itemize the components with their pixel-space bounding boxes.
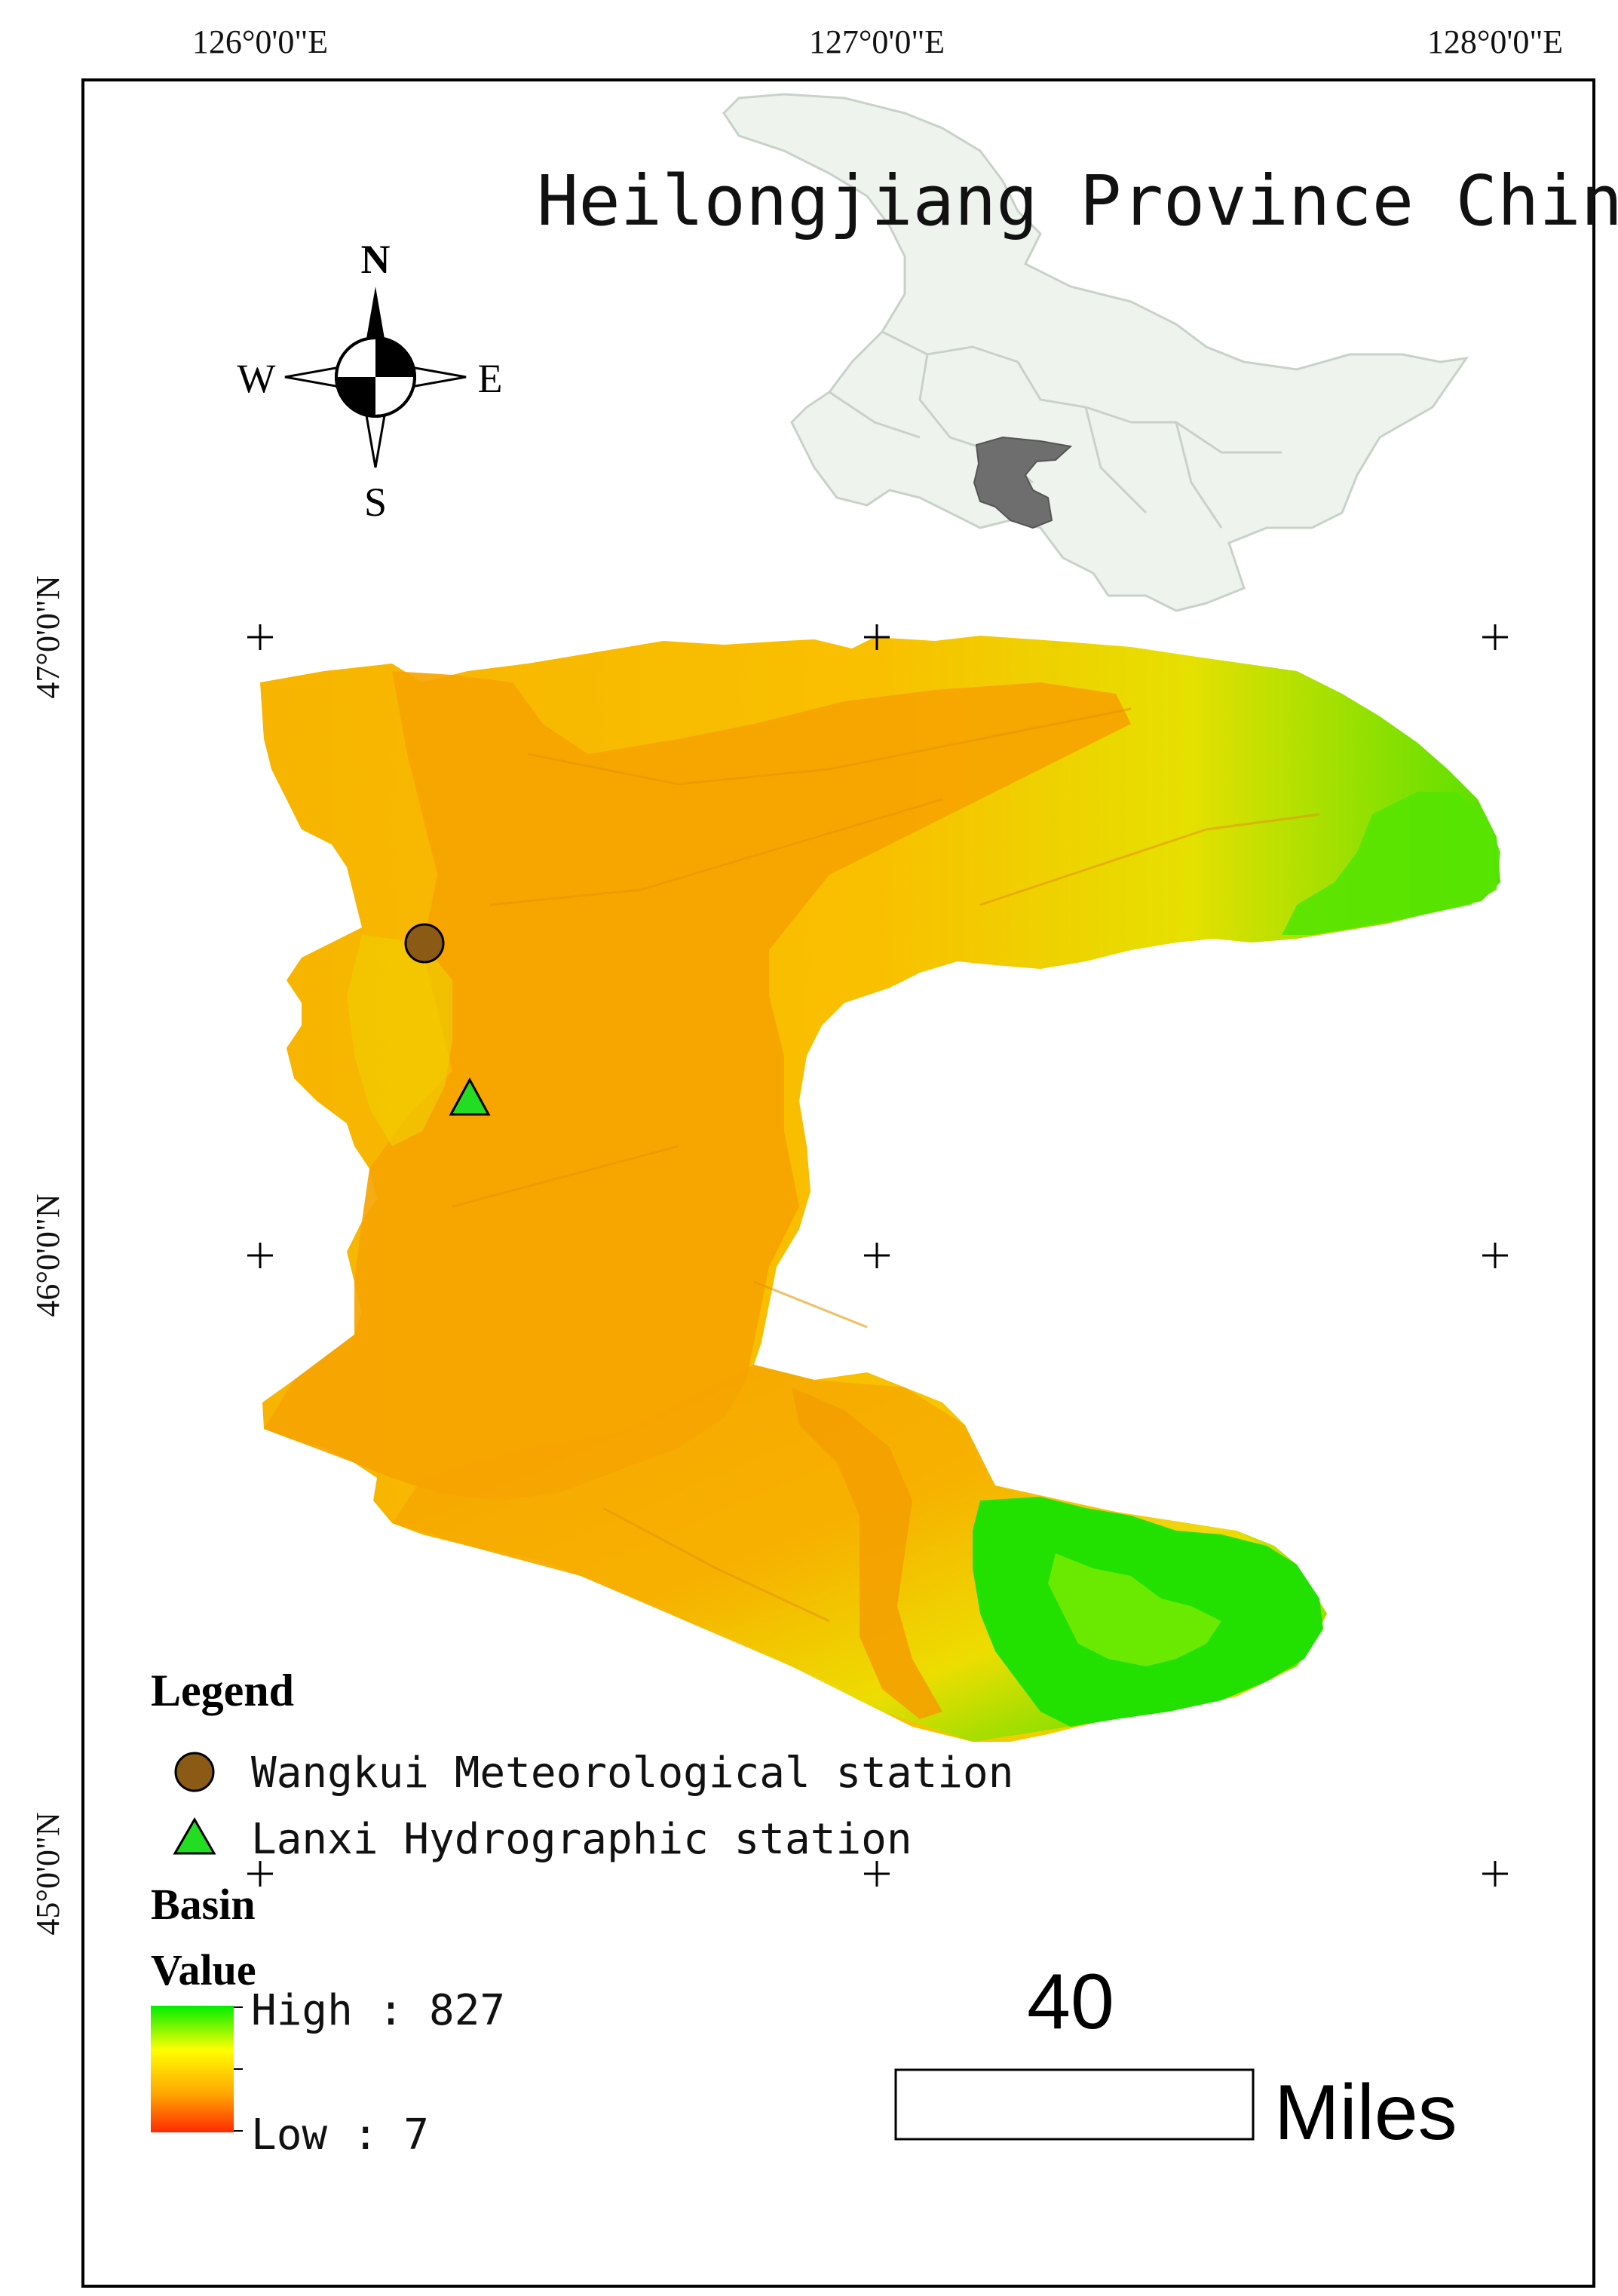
graticule-cross-128-47 bbox=[1482, 624, 1508, 650]
province-internal-boundaries bbox=[829, 330, 1282, 529]
scale-bar-number: 40 bbox=[1027, 1958, 1114, 2046]
latitude-label-46: 46°0'0"N bbox=[29, 1194, 66, 1317]
graticule-cross-128-46 bbox=[1482, 1243, 1508, 1268]
compass-west-label: W bbox=[237, 356, 276, 401]
legend-title: Legend bbox=[151, 1666, 294, 1715]
green-triangle-icon bbox=[173, 1817, 216, 1855]
legend-item-lanxi: Lanxi Hydrographic station bbox=[251, 1815, 912, 1864]
map-title: Heilongjiang Province China bbox=[537, 161, 1618, 241]
graticule-crosses bbox=[247, 624, 1508, 1887]
latitude-label-47: 47°0'0"N bbox=[29, 575, 66, 698]
elevation-color-ramp bbox=[151, 2006, 234, 2132]
brown-circle-icon bbox=[174, 1752, 215, 1792]
compass-east-label: E bbox=[478, 356, 503, 401]
graticule-cross-126-46 bbox=[247, 1243, 273, 1268]
compass-north-label: N bbox=[361, 237, 391, 282]
basin-highlight-in-inset bbox=[973, 436, 1073, 529]
basin-highland-se-peaks bbox=[1048, 1553, 1221, 1666]
graticule-cross-127-46 bbox=[864, 1243, 890, 1268]
ramp-high-label: High : 827 bbox=[251, 1986, 505, 2035]
basin-west-ridge bbox=[347, 935, 452, 1146]
legend-basin-label: Basin bbox=[151, 1880, 256, 1929]
graticule-cross-126-47 bbox=[247, 624, 273, 650]
wangkui-station-marker bbox=[404, 923, 445, 964]
longitude-label-126: 126°0'0"E bbox=[192, 23, 328, 60]
scale-bar-box bbox=[894, 2068, 1255, 2141]
basin-drainage-lines bbox=[452, 707, 1320, 1623]
basin-river-valley bbox=[792, 1387, 942, 1719]
graticule-cross-128-45 bbox=[1482, 1861, 1508, 1887]
legend-item-wangkui: Wangkui Meteorological station bbox=[251, 1749, 1013, 1798]
scale-bar-unit: Miles bbox=[1274, 2069, 1457, 2157]
basin-lowland-zone bbox=[264, 671, 1131, 1501]
graticule-cross-127-45 bbox=[864, 1861, 890, 1887]
lanxi-station-marker bbox=[449, 1077, 491, 1116]
ramp-low-label: Low : 7 bbox=[251, 2111, 429, 2160]
compass-south-label: S bbox=[364, 480, 387, 525]
legend-value-label: Value bbox=[151, 1945, 256, 1994]
basin-highland-ne bbox=[1282, 792, 1500, 935]
province-inset-map bbox=[722, 93, 1469, 612]
province-outline bbox=[722, 93, 1469, 612]
longitude-label-127: 127°0'0"E bbox=[809, 23, 945, 60]
graticule-cross-126-45 bbox=[247, 1861, 273, 1887]
north-arrow-icon bbox=[284, 287, 467, 468]
latitude-label-45: 45°0'0"N bbox=[29, 1812, 66, 1935]
longitude-label-128: 128°0'0"E bbox=[1427, 23, 1563, 60]
legend: Legend Wangkui Meteorological station La… bbox=[151, 1666, 1013, 2160]
graticule-cross-127-47 bbox=[864, 624, 890, 650]
basin-dem-raster bbox=[260, 636, 1500, 1742]
scale-bar: 40 Miles bbox=[894, 1958, 1457, 2157]
